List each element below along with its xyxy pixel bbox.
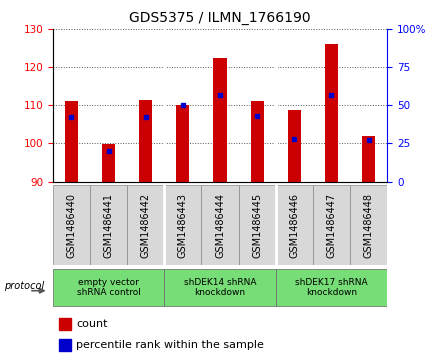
Bar xyxy=(53,185,90,265)
Bar xyxy=(238,185,276,265)
Bar xyxy=(127,185,164,265)
Bar xyxy=(59,318,71,330)
Bar xyxy=(276,269,387,306)
Text: GSM1486442: GSM1486442 xyxy=(141,192,150,258)
Text: GSM1486448: GSM1486448 xyxy=(363,192,374,258)
Text: GSM1486443: GSM1486443 xyxy=(178,192,188,258)
Bar xyxy=(325,44,338,182)
Text: protocol: protocol xyxy=(4,281,44,291)
Text: GSM1486440: GSM1486440 xyxy=(66,192,77,258)
Bar xyxy=(213,58,227,182)
Text: GSM1486446: GSM1486446 xyxy=(290,192,299,258)
Bar xyxy=(59,339,71,351)
Bar xyxy=(164,185,202,265)
Bar xyxy=(202,185,238,265)
Bar xyxy=(102,144,115,182)
Bar xyxy=(288,110,301,182)
Text: GSM1486445: GSM1486445 xyxy=(252,192,262,258)
Bar xyxy=(176,105,189,182)
Bar xyxy=(362,136,375,182)
Text: GSM1486447: GSM1486447 xyxy=(326,192,337,258)
Bar xyxy=(313,185,350,265)
Bar xyxy=(164,269,276,306)
Bar xyxy=(90,185,127,265)
Text: shDEK14 shRNA
knockdown: shDEK14 shRNA knockdown xyxy=(184,278,256,297)
Bar xyxy=(65,101,78,182)
Title: GDS5375 / ILMN_1766190: GDS5375 / ILMN_1766190 xyxy=(129,11,311,25)
Bar xyxy=(251,101,264,182)
Text: empty vector
shRNA control: empty vector shRNA control xyxy=(77,278,140,297)
Bar xyxy=(350,185,387,265)
Text: GSM1486444: GSM1486444 xyxy=(215,192,225,258)
Text: count: count xyxy=(76,319,108,329)
Bar xyxy=(139,99,152,182)
Text: shDEK17 shRNA
knockdown: shDEK17 shRNA knockdown xyxy=(295,278,368,297)
Text: GSM1486441: GSM1486441 xyxy=(103,192,114,258)
Text: percentile rank within the sample: percentile rank within the sample xyxy=(76,340,264,350)
Bar xyxy=(53,269,164,306)
Bar xyxy=(276,185,313,265)
